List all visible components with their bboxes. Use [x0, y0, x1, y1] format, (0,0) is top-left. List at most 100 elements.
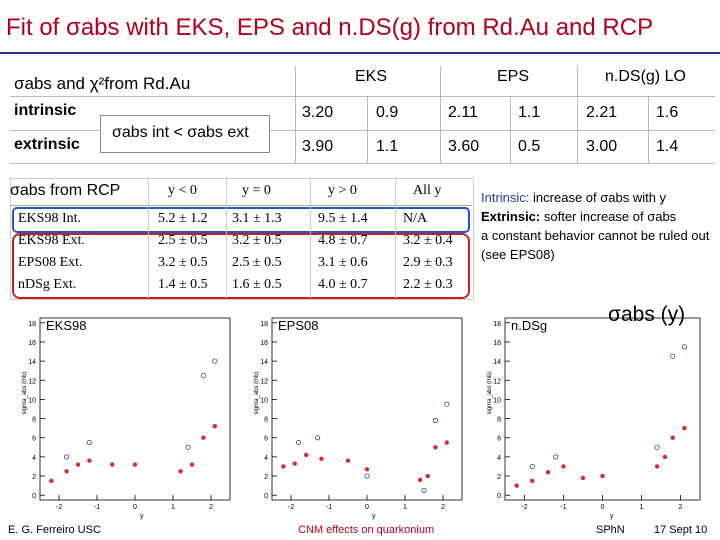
note-box	[100, 115, 270, 153]
rule	[395, 179, 396, 298]
x-tick-label: -2	[288, 504, 294, 511]
y-tick-label: 6	[32, 436, 36, 443]
x-tick-label: -2	[521, 504, 527, 511]
cell: 0.9	[376, 104, 399, 121]
y-tick-label: 12	[28, 378, 36, 385]
y-tick-label: 8	[264, 417, 268, 424]
rule	[577, 66, 578, 163]
x-tick-label: 1	[640, 504, 644, 511]
cell: 3.1 ± 0.6	[318, 255, 368, 270]
red-point	[662, 454, 668, 460]
red-point	[110, 462, 115, 467]
note: Extrinsic: softer increase of σabs	[481, 207, 716, 226]
group-header: EKS	[355, 68, 388, 85]
red-point	[514, 483, 519, 488]
y-tick-label: 12	[260, 378, 268, 385]
cell: 3.60	[448, 138, 480, 155]
x-axis-label: y	[610, 513, 614, 520]
note-lead: Extrinsic:	[481, 209, 541, 224]
slide-title: Fit of σabs with EKS, EPS and n.DS(g) fr…	[6, 14, 654, 41]
note: a constant behavior cannot be ruled out …	[481, 228, 710, 262]
footer-center: CNM effects on quarkonium	[298, 524, 435, 536]
red-point	[545, 470, 551, 475]
rule	[148, 179, 149, 298]
group-header: n.DS(g) LO	[605, 68, 686, 85]
red-point	[304, 452, 309, 458]
cell: 3.2 ± 0.5	[158, 255, 208, 270]
red-point	[561, 464, 566, 469]
open-point	[64, 454, 70, 460]
y-tick-label: 16	[28, 340, 36, 347]
y-tick-label: 2	[264, 474, 268, 481]
y-tick-label: 16	[260, 340, 268, 347]
cell: 2.9 ± 0.3	[403, 255, 453, 270]
plot-frame	[39, 317, 231, 501]
cell: 3.00	[586, 138, 618, 155]
y-tick-label: 8	[497, 417, 501, 424]
red-point	[345, 458, 351, 463]
red-point	[444, 440, 449, 445]
open-point	[421, 487, 427, 494]
y-tick-label: 0	[497, 493, 501, 500]
red-point	[670, 435, 675, 440]
title-rule	[0, 52, 720, 54]
note-text: softer increase of σabs	[543, 209, 677, 224]
y-tick-label: 0	[32, 493, 36, 500]
y-tick-label: 8	[32, 417, 36, 424]
plot-label: EKS98	[46, 318, 86, 333]
x-tick-label: -1	[94, 504, 100, 511]
footer-left: E. G. Ferreiro USC	[8, 524, 101, 536]
x-tick-label: 0	[133, 504, 137, 511]
open-point	[529, 463, 535, 470]
cell: 5.2 ± 1.2	[158, 211, 208, 226]
open-point	[364, 473, 370, 479]
footer-right: SPhN	[596, 524, 625, 536]
y-axis-label: sigma_abs (mb)	[254, 371, 260, 414]
y-tick-label: 2	[32, 474, 36, 481]
red-point	[201, 435, 206, 440]
red-point	[425, 473, 430, 479]
sigma-label: σabs (y)	[608, 303, 686, 326]
cell: 9.5 ± 1.4	[318, 211, 368, 226]
highlight-box	[12, 233, 470, 299]
column-header: y = 0	[242, 183, 271, 198]
rule	[648, 97, 649, 163]
row-label: EPS08 Ext.	[18, 255, 83, 270]
cell: 3.2 ± 0.5	[232, 233, 282, 248]
y-tick-label: 18	[28, 321, 36, 328]
cell: 2.5 ± 0.5	[232, 255, 282, 270]
red-point	[364, 467, 370, 472]
plot-label: EPS08	[278, 318, 318, 333]
red-point	[178, 469, 183, 474]
y-tick-label: 14	[28, 359, 36, 366]
cell: 1.6 ± 0.5	[232, 277, 282, 292]
x-tick-label: 0	[365, 504, 369, 511]
rule	[295, 66, 296, 163]
column-header: All y	[413, 183, 442, 198]
cell: 1.1	[518, 104, 541, 121]
y-axis-label: sigma_abs (mb)	[22, 371, 28, 414]
red-point	[600, 473, 605, 479]
x-tick-label: 1	[171, 504, 175, 511]
cell: 3.20	[302, 104, 334, 121]
corner-label: σabs and χ²from Rd.Au	[14, 74, 191, 93]
cell: 4.0 ± 0.7	[318, 277, 368, 292]
y-tick-label: 4	[264, 455, 268, 462]
open-point	[553, 454, 559, 460]
red-point	[682, 425, 687, 431]
plot-frame	[271, 317, 463, 501]
cell: 1.4	[656, 138, 679, 155]
row-label: intrinsic	[14, 102, 77, 119]
cell: 3.1 ± 1.3	[232, 211, 282, 226]
open-point	[670, 353, 676, 359]
red-point	[87, 458, 92, 463]
x-tick-label: 2	[209, 504, 213, 511]
cell: 3.2 ± 0.4	[403, 233, 453, 248]
table-frame	[10, 178, 474, 300]
plot-frame	[504, 317, 701, 501]
red-point	[281, 464, 286, 469]
cell: N/A	[403, 211, 428, 226]
column-header: y > 0	[328, 183, 357, 198]
cell: 2.21	[586, 104, 618, 121]
